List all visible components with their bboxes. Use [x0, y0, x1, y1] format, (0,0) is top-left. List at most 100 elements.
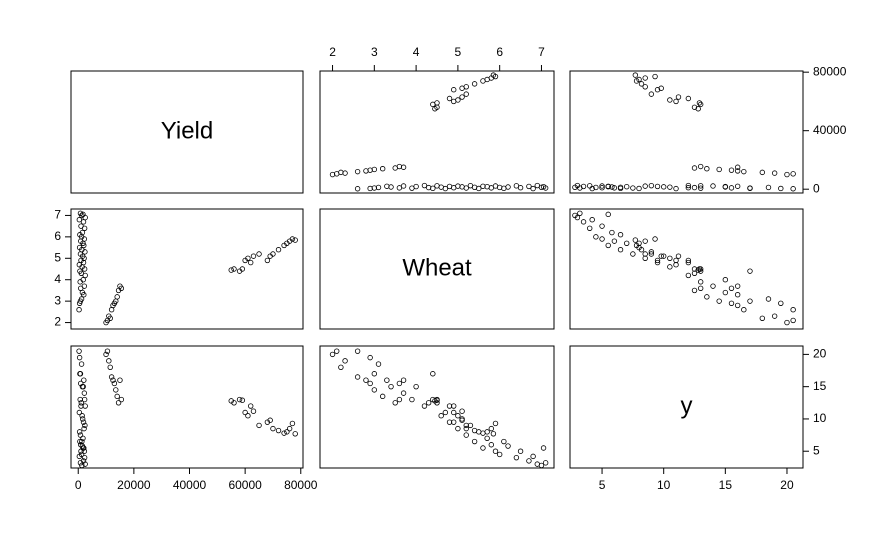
point — [734, 168, 741, 174]
point — [728, 185, 735, 191]
point — [630, 185, 636, 191]
point — [80, 211, 86, 218]
point — [82, 461, 88, 467]
point — [81, 454, 88, 461]
point — [367, 380, 373, 387]
point — [80, 435, 86, 442]
point — [413, 183, 419, 190]
point — [77, 268, 83, 274]
point — [82, 214, 88, 221]
point — [81, 425, 87, 432]
point — [379, 166, 386, 172]
point — [118, 285, 125, 291]
point — [82, 403, 88, 409]
point — [577, 185, 583, 191]
y-tick-label: 6 — [54, 229, 61, 243]
point — [371, 166, 378, 173]
point — [599, 183, 605, 189]
point — [765, 296, 772, 302]
point — [451, 419, 457, 425]
point — [697, 266, 704, 272]
point — [685, 95, 692, 102]
point — [392, 400, 398, 406]
point — [660, 184, 667, 190]
point — [611, 238, 618, 244]
point — [722, 183, 729, 190]
point — [572, 184, 578, 190]
point — [275, 427, 282, 434]
point — [540, 184, 547, 190]
point — [685, 182, 692, 189]
point — [589, 217, 595, 223]
panel-frame — [569, 70, 804, 194]
point — [599, 223, 605, 229]
point — [759, 315, 766, 321]
point — [505, 443, 511, 449]
y-tick-label: 10 — [813, 411, 827, 425]
point — [413, 383, 419, 390]
point — [660, 253, 667, 259]
point — [467, 422, 474, 429]
point — [492, 448, 499, 454]
panel-frame — [569, 208, 804, 330]
point — [617, 247, 624, 253]
point — [652, 236, 658, 242]
point — [463, 84, 469, 90]
point — [388, 184, 394, 190]
point — [396, 380, 403, 387]
point — [648, 251, 655, 257]
point — [104, 348, 111, 354]
point — [446, 419, 453, 425]
point — [80, 277, 86, 283]
point — [513, 454, 520, 461]
point — [78, 223, 84, 229]
point — [691, 270, 698, 276]
point — [118, 396, 125, 403]
y-tick-label: 4 — [54, 272, 61, 286]
point — [542, 460, 549, 466]
panel-frame — [319, 70, 555, 194]
point — [292, 431, 298, 437]
point — [593, 184, 599, 191]
point — [658, 85, 664, 91]
point — [81, 390, 88, 396]
x-tick-label: 5 — [455, 45, 462, 59]
point — [354, 348, 361, 354]
point — [455, 413, 461, 419]
y-tick-label: 15 — [813, 379, 827, 393]
point — [107, 315, 113, 321]
point — [648, 91, 655, 97]
point — [430, 185, 436, 192]
point — [250, 253, 257, 259]
point — [79, 229, 86, 236]
point — [338, 364, 344, 371]
point — [526, 458, 532, 464]
point — [605, 211, 611, 218]
point — [375, 184, 382, 191]
point — [455, 97, 461, 103]
point — [697, 163, 704, 170]
x-tick-label: 3 — [371, 45, 378, 59]
panel-frame — [70, 208, 304, 330]
x-tick-label: 0 — [75, 478, 82, 492]
point — [605, 242, 611, 249]
point — [471, 438, 478, 445]
point — [632, 72, 639, 78]
point — [642, 255, 648, 261]
point — [734, 302, 741, 309]
point — [675, 94, 682, 100]
point — [747, 268, 753, 274]
point — [716, 298, 722, 304]
x-tick-label: 6 — [496, 45, 503, 59]
point — [81, 448, 88, 454]
point — [421, 403, 428, 409]
point — [517, 448, 524, 454]
point — [342, 358, 348, 364]
point — [691, 165, 698, 171]
point — [242, 409, 248, 416]
point — [697, 101, 704, 108]
point — [490, 431, 497, 437]
point — [505, 184, 511, 190]
point — [463, 425, 469, 432]
point — [434, 400, 440, 406]
